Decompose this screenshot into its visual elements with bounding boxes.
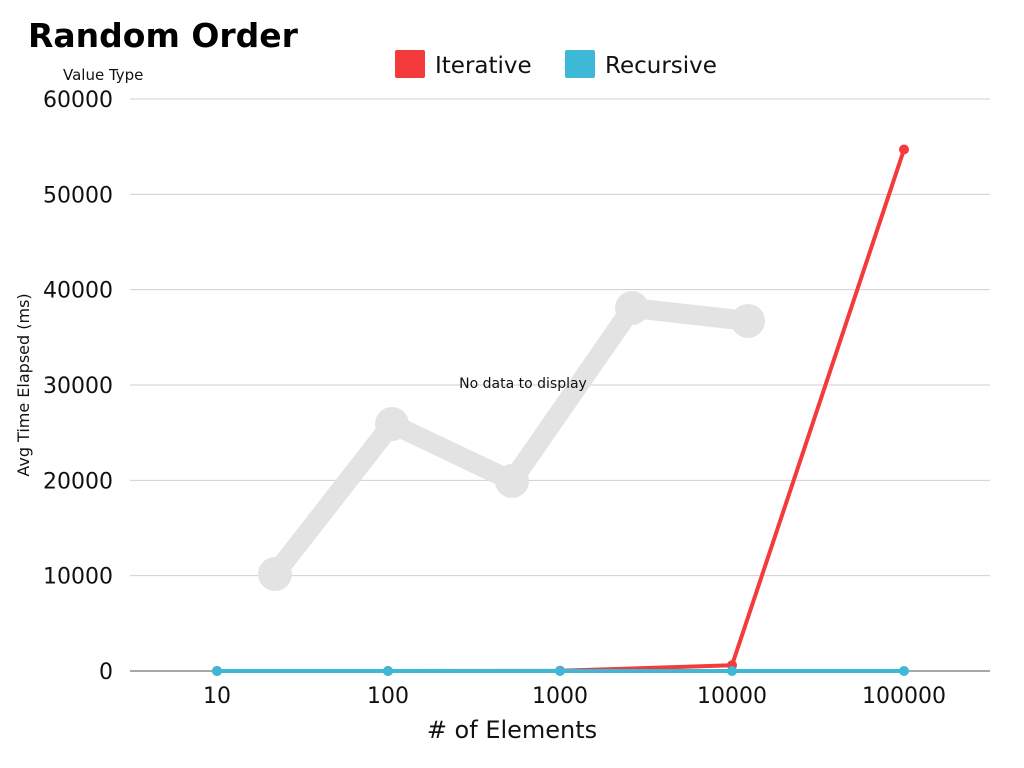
legend-label-iterative: Iterative: [435, 53, 532, 79]
placeholder-graphic: [258, 291, 765, 591]
x-tick-label: 10: [203, 684, 231, 709]
no-data-message: No data to display: [459, 376, 587, 392]
chart-title: Random Order: [28, 16, 299, 55]
data-point-recursive: [555, 666, 565, 676]
legend-label-recursive: Recursive: [605, 53, 717, 79]
y-tick-label: 0: [99, 660, 113, 685]
value-type-label: Value Type: [63, 66, 143, 84]
legend-swatch-recursive: [565, 50, 595, 78]
placeholder-dot: [615, 291, 649, 325]
placeholder-dot: [731, 304, 765, 338]
y-tick-label: 40000: [43, 279, 113, 304]
placeholder-dot: [258, 557, 292, 591]
y-tick-label: 20000: [43, 469, 113, 494]
data-point-recursive: [212, 666, 222, 676]
data-point-recursive: [383, 666, 393, 676]
y-axis-ticks: 0 10000 20000 30000 40000 50000 60000: [43, 88, 113, 685]
x-tick-label: 100000: [862, 684, 946, 709]
legend: Iterative Recursive: [395, 50, 717, 79]
legend-swatch-iterative: [395, 50, 425, 78]
data-point-iterative: [899, 144, 909, 155]
data-point-recursive: [727, 666, 737, 676]
x-tick-label: 1000: [532, 684, 588, 709]
data-point-recursive: [899, 666, 909, 676]
placeholder-dot: [495, 464, 529, 498]
placeholder-dot: [375, 407, 409, 441]
x-tick-label: 10000: [697, 684, 767, 709]
x-axis-ticks: 10 100 1000 10000 100000: [203, 684, 946, 709]
x-tick-label: 100: [367, 684, 409, 709]
y-tick-label: 50000: [43, 183, 113, 208]
x-axis-label: # of Elements: [427, 716, 597, 744]
y-tick-label: 30000: [43, 374, 113, 399]
y-tick-label: 60000: [43, 88, 113, 113]
y-tick-label: 10000: [43, 565, 113, 590]
series-lines: [212, 144, 909, 676]
placeholder-line: [265, 298, 758, 584]
y-axis-label: Avg Time Elapsed (ms): [14, 293, 33, 476]
